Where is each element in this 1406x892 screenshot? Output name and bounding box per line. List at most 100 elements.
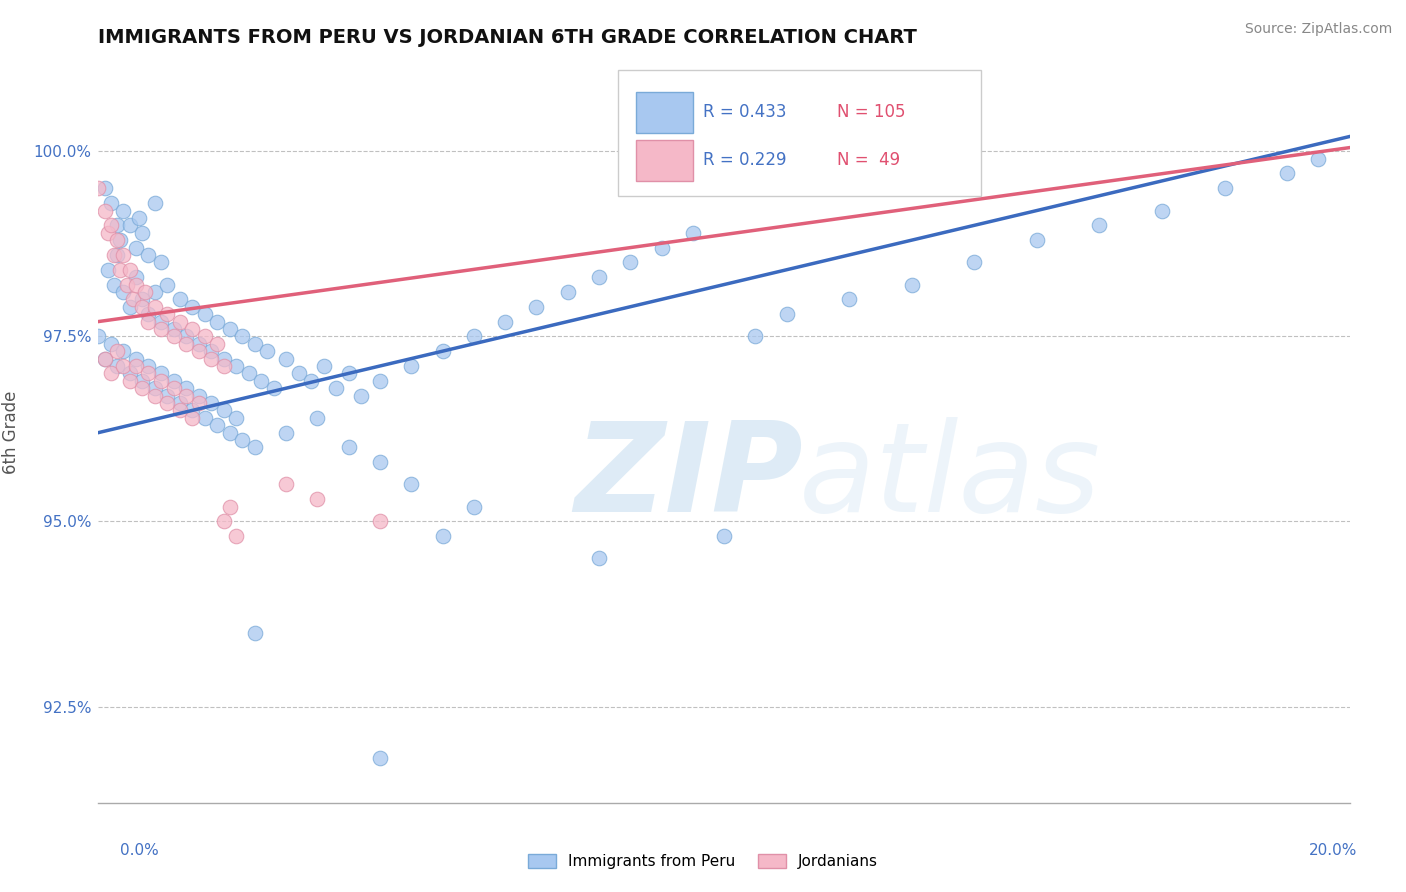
Point: [118, 300, 141, 314]
Point: [112, 203, 135, 218]
Point: [619, 255, 641, 269]
Point: [131, 374, 153, 388]
Point: [274, 425, 298, 440]
Point: [156, 307, 179, 321]
Point: [138, 359, 160, 373]
Point: [250, 374, 273, 388]
Point: [200, 351, 222, 366]
FancyBboxPatch shape: [637, 92, 693, 133]
Point: [103, 248, 125, 262]
Point: [115, 277, 138, 292]
Point: [150, 315, 173, 329]
Point: [97, 226, 120, 240]
Point: [162, 374, 184, 388]
Point: [131, 381, 153, 395]
Point: [87, 181, 110, 195]
Point: [1213, 181, 1236, 195]
Point: [243, 625, 266, 640]
Point: [350, 389, 373, 403]
Point: [93, 203, 115, 218]
Point: [174, 381, 197, 395]
Point: [156, 396, 179, 410]
Point: [112, 359, 135, 373]
Point: [325, 381, 347, 395]
Point: [187, 396, 209, 410]
Point: [138, 307, 160, 321]
Point: [588, 270, 610, 285]
Point: [243, 336, 266, 351]
Point: [118, 262, 141, 277]
Point: [744, 329, 766, 343]
Point: [368, 455, 391, 469]
Point: [307, 492, 329, 507]
Point: [150, 255, 173, 269]
Point: [100, 367, 122, 381]
Text: N = 105: N = 105: [837, 103, 905, 121]
Point: [287, 367, 309, 381]
Point: [100, 219, 122, 233]
Point: [169, 403, 191, 417]
Point: [105, 359, 128, 373]
Point: [368, 374, 391, 388]
Point: [526, 300, 548, 314]
Point: [150, 322, 173, 336]
Point: [118, 367, 141, 381]
Text: 0.0%: 0.0%: [120, 843, 159, 858]
Point: [169, 293, 191, 307]
Point: [650, 241, 672, 255]
Point: [93, 351, 115, 366]
Point: [143, 285, 166, 299]
Point: [401, 359, 423, 373]
Point: [218, 322, 240, 336]
Point: [143, 389, 166, 403]
Point: [169, 315, 191, 329]
Point: [110, 262, 132, 277]
Point: [243, 441, 266, 455]
Point: [231, 433, 253, 447]
Point: [337, 367, 360, 381]
Point: [105, 233, 128, 247]
Point: [274, 477, 298, 491]
Point: [212, 403, 235, 417]
Point: [963, 255, 986, 269]
Point: [225, 359, 247, 373]
Point: [162, 322, 184, 336]
Point: [1088, 219, 1111, 233]
Text: N =  49: N = 49: [837, 151, 900, 169]
Point: [156, 389, 179, 403]
Point: [337, 441, 360, 455]
Point: [150, 367, 173, 381]
Point: [100, 336, 122, 351]
Point: [212, 515, 235, 529]
Point: [131, 300, 153, 314]
Point: [112, 285, 135, 299]
Point: [194, 410, 217, 425]
Point: [218, 500, 240, 514]
FancyBboxPatch shape: [617, 70, 980, 195]
Point: [194, 307, 217, 321]
Point: [174, 329, 197, 343]
Point: [225, 529, 247, 543]
Point: [110, 233, 132, 247]
Point: [187, 344, 209, 359]
Point: [463, 500, 485, 514]
Text: IMMIGRANTS FROM PERU VS JORDANIAN 6TH GRADE CORRELATION CHART: IMMIGRANTS FROM PERU VS JORDANIAN 6TH GR…: [98, 28, 917, 47]
Point: [181, 403, 204, 417]
Point: [494, 315, 516, 329]
Point: [174, 336, 197, 351]
Point: [432, 344, 454, 359]
Point: [143, 381, 166, 395]
Point: [207, 336, 229, 351]
Text: Source: ZipAtlas.com: Source: ZipAtlas.com: [1244, 22, 1392, 37]
Point: [463, 329, 485, 343]
Text: 20.0%: 20.0%: [1309, 843, 1357, 858]
Point: [263, 381, 285, 395]
Point: [93, 351, 115, 366]
Point: [156, 277, 179, 292]
Point: [125, 351, 148, 366]
Text: ZIP: ZIP: [574, 417, 803, 538]
Point: [187, 336, 209, 351]
Point: [307, 410, 329, 425]
Point: [181, 300, 204, 314]
Point: [1308, 152, 1330, 166]
